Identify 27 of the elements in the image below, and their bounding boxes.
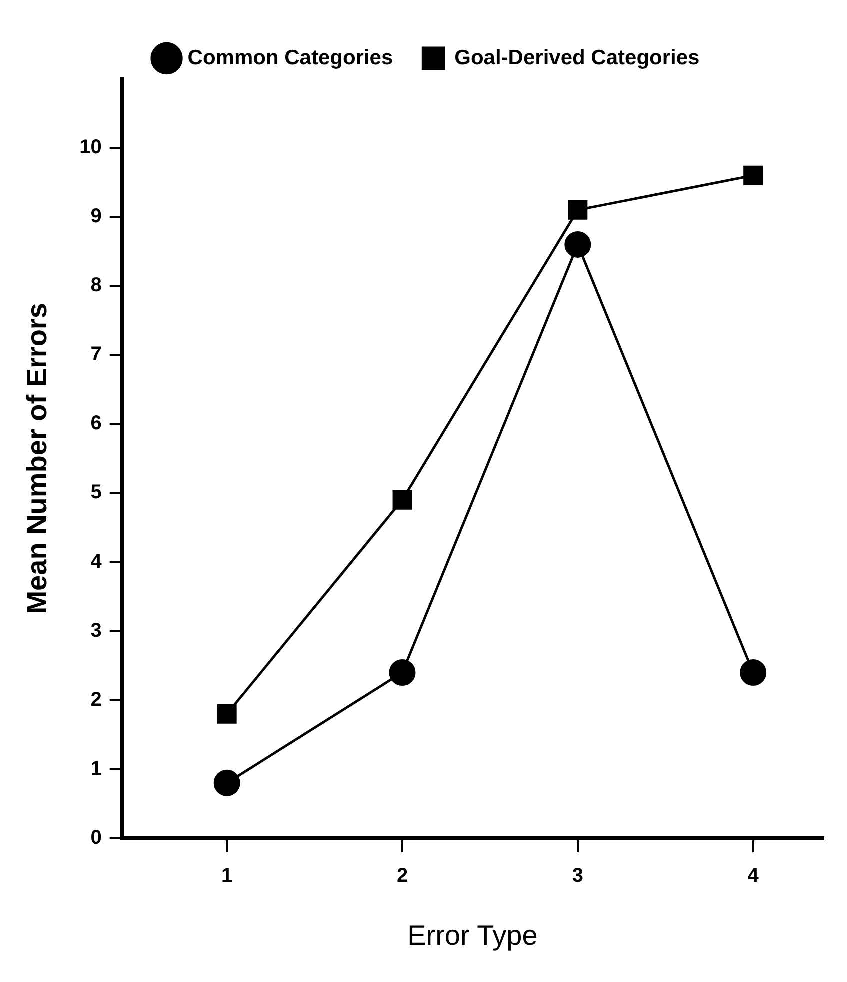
point	[564, 231, 592, 258]
y-tick-label: 3	[90, 620, 102, 642]
y-tick-label: 8	[90, 274, 102, 297]
point	[389, 659, 416, 686]
point	[214, 770, 240, 796]
x-tick-label: 2	[396, 864, 408, 887]
y-tick-label: 0	[90, 826, 102, 849]
x-tick-label: 3	[572, 864, 584, 887]
y-tick-label: 10	[80, 136, 102, 159]
point	[740, 659, 767, 686]
y-tick-label: 7	[90, 344, 102, 366]
legend-label: Common Categories	[188, 46, 394, 70]
point	[217, 704, 237, 724]
x-axis-title: Error Type	[408, 920, 538, 951]
point	[568, 200, 588, 220]
y-tick-label: 2	[90, 688, 102, 711]
y-axis-title: Mean Number of Errors	[22, 303, 53, 614]
y-tick-label: 4	[90, 550, 103, 573]
y-tick-label: 5	[90, 482, 102, 504]
point	[744, 166, 764, 186]
y-tick-label: 6	[90, 412, 102, 435]
legend-label: Goal-Derived Categories	[454, 46, 700, 70]
x-tick-label: 1	[222, 864, 233, 887]
x-tick-label: 4	[748, 864, 760, 887]
y-tick-label: 9	[90, 206, 102, 228]
point	[392, 490, 412, 510]
y-tick-label: 1	[90, 758, 102, 780]
